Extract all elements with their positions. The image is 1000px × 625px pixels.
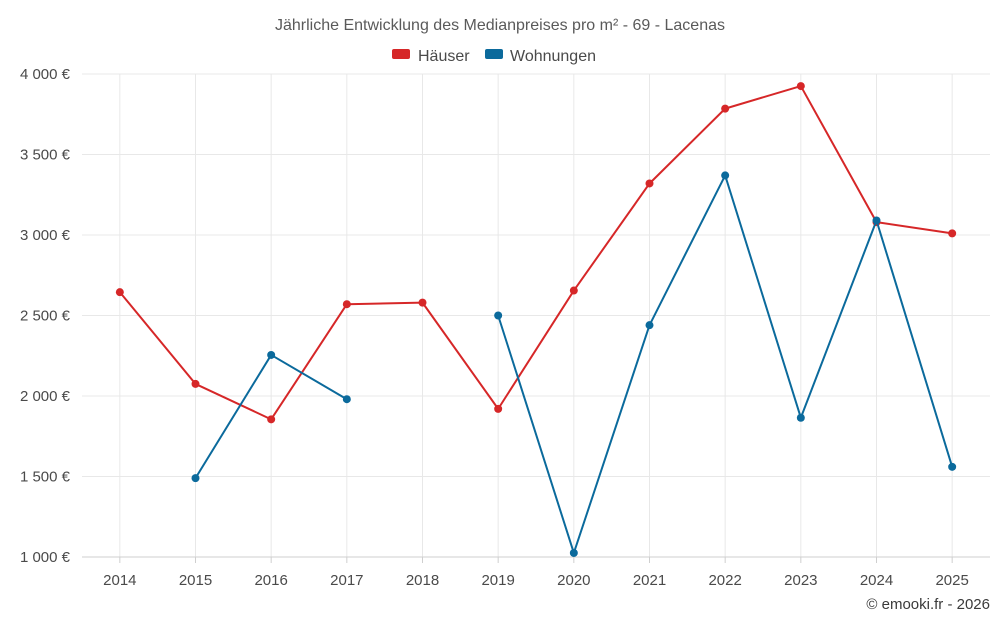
data-point-haeuser[interactable] bbox=[191, 379, 200, 388]
y-tick-label: 1 000 € bbox=[20, 549, 71, 566]
y-tick-label: 3 000 € bbox=[20, 227, 71, 244]
x-tick-label: 2018 bbox=[406, 572, 439, 589]
data-point-wohnungen[interactable] bbox=[267, 350, 276, 359]
x-tick-label: 2016 bbox=[254, 572, 287, 589]
legend-label-wohnungen: Wohnungen bbox=[510, 48, 596, 65]
x-tick-label: 2020 bbox=[557, 572, 590, 589]
series-haeuser bbox=[115, 82, 957, 424]
data-point-haeuser[interactable] bbox=[948, 229, 957, 238]
chart-title: Jährliche Entwicklung des Medianpreises … bbox=[275, 17, 725, 34]
y-tick-label: 4 000 € bbox=[20, 66, 71, 83]
data-point-haeuser[interactable] bbox=[115, 288, 124, 297]
x-tick-label: 2017 bbox=[330, 572, 363, 589]
series-layer bbox=[115, 82, 957, 557]
legend-item-haeuser[interactable]: Häuser bbox=[392, 48, 470, 65]
y-tick-label: 1 500 € bbox=[20, 469, 71, 486]
data-point-haeuser[interactable] bbox=[645, 179, 654, 188]
series-line-haeuser bbox=[118, 85, 954, 421]
x-tick-label: 2024 bbox=[860, 572, 893, 589]
data-point-wohnungen[interactable] bbox=[948, 462, 957, 471]
y-tick-label: 3 500 € bbox=[20, 147, 71, 164]
data-point-wohnungen[interactable] bbox=[191, 474, 200, 483]
gridlines bbox=[82, 73, 990, 557]
x-tick-label: 2025 bbox=[935, 572, 968, 589]
data-point-haeuser[interactable] bbox=[342, 300, 351, 309]
data-point-wohnungen[interactable] bbox=[872, 216, 881, 225]
y-tick-label: 2 500 € bbox=[20, 308, 71, 325]
credit-text: © emooki.fr - 2026 bbox=[866, 596, 990, 613]
axes: 1 000 € 1 500 € 2 000 € 2 500 € 3 000 € 3 500… bbox=[20, 66, 990, 589]
legend-item-wohnungen[interactable]: Wohnungen bbox=[485, 48, 596, 65]
data-point-wohnungen[interactable] bbox=[342, 395, 351, 404]
data-point-wohnungen[interactable] bbox=[494, 311, 503, 320]
data-point-haeuser[interactable] bbox=[721, 104, 730, 113]
data-point-haeuser[interactable] bbox=[267, 415, 276, 424]
x-tick-label: 2015 bbox=[179, 572, 212, 589]
legend: Häuser Wohnungen bbox=[392, 48, 596, 65]
x-tick-label: 2014 bbox=[103, 572, 136, 589]
legend-swatch-haeuser bbox=[392, 49, 410, 59]
data-point-wohnungen[interactable] bbox=[569, 548, 578, 557]
x-tick-label: 2021 bbox=[633, 572, 666, 589]
data-point-wohnungen[interactable] bbox=[721, 171, 730, 180]
data-point-haeuser[interactable] bbox=[418, 298, 427, 307]
data-point-wohnungen[interactable] bbox=[796, 413, 805, 422]
x-tick-label: 2023 bbox=[784, 572, 817, 589]
x-tick-label: 2019 bbox=[481, 572, 514, 589]
y-tick-label: 2 000 € bbox=[20, 388, 71, 405]
data-point-haeuser[interactable] bbox=[494, 404, 503, 413]
legend-label-haeuser: Häuser bbox=[418, 48, 470, 65]
legend-swatch-wohnungen bbox=[485, 49, 503, 59]
x-tick-label: 2022 bbox=[708, 572, 741, 589]
data-point-haeuser[interactable] bbox=[796, 82, 805, 91]
series-wohnungen bbox=[191, 171, 957, 557]
data-point-wohnungen[interactable] bbox=[645, 321, 654, 330]
data-point-haeuser[interactable] bbox=[569, 286, 578, 295]
